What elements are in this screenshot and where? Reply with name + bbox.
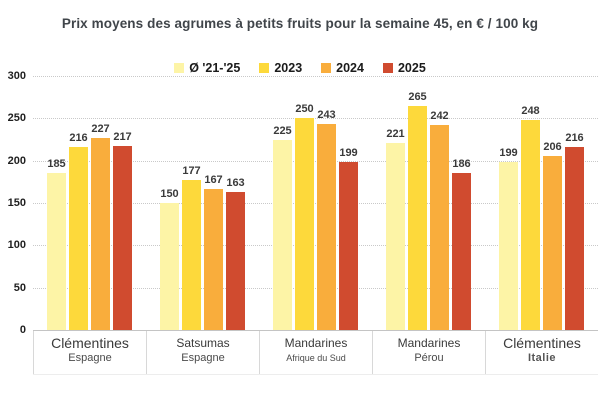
bar: 217: [113, 131, 132, 330]
bar-value-label: 206: [543, 140, 562, 153]
bar-value-label: 199: [499, 146, 518, 159]
bar-value-label: 243: [317, 109, 336, 122]
category-cell: Mandarines Pérou: [372, 331, 485, 374]
legend-item-label: 2024: [336, 61, 364, 75]
y-axis-tick-label: 250: [7, 112, 26, 125]
bar-value-label: 250: [295, 103, 314, 116]
bar-value-label: 221: [386, 127, 405, 140]
bar-value-label: 227: [91, 122, 110, 135]
category-region: Italie: [527, 352, 557, 364]
bar: 150: [160, 188, 179, 330]
bar: 167: [204, 174, 223, 330]
bar: 243: [317, 109, 336, 330]
category-region: Espagne: [181, 352, 225, 364]
bar-value-label: 186: [452, 157, 471, 170]
category-name: Clémentines: [51, 335, 129, 351]
bar-value-label: 248: [521, 105, 540, 117]
bar-group: 185 216 227 217: [33, 76, 146, 330]
bar: 250: [295, 103, 314, 330]
bar: 242: [430, 110, 449, 330]
bar-value-label: 177: [182, 165, 201, 178]
bar: 185: [47, 158, 66, 330]
bar-value-label: 216: [565, 132, 584, 145]
gridline: [33, 160, 598, 162]
bar: 199: [339, 147, 358, 330]
category-region: Espagne: [68, 352, 112, 364]
bar: 163: [226, 177, 245, 330]
y-axis: 0 50 100 150 200 250 300: [0, 70, 29, 336]
legend-item: 2025: [382, 61, 426, 75]
bar: 216: [565, 132, 584, 330]
bar-value-label: 199: [339, 146, 358, 159]
bar-value-label: 150: [160, 188, 179, 200]
legend-item-label: 2025: [397, 61, 426, 75]
legend-item: 2023: [259, 61, 302, 75]
category-name: Satsumas: [176, 336, 230, 350]
legend-swatch: [321, 63, 332, 73]
category-cell: Mandarines Afrique du Sud: [259, 331, 372, 374]
bar: 177: [182, 165, 201, 330]
y-axis-tick-label: 100: [7, 239, 26, 252]
bar: 225: [273, 125, 292, 330]
category-region: Afrique du Sud: [286, 353, 346, 363]
legend-swatch: [174, 63, 185, 73]
gridline: [33, 287, 598, 289]
category-name: Mandarines: [284, 336, 348, 350]
y-axis-tick-label: 50: [13, 281, 26, 294]
bar-groups-container: 185 216 227 217 150 177 167 163 225 250 243 199 221 2…: [33, 76, 598, 330]
plot-area: 185 216 227 217 150 177 167 163 225 250 243 199 221 2…: [33, 76, 598, 330]
category-region: Pérou: [414, 352, 444, 364]
category-name: Clémentines: [503, 335, 581, 351]
legend-swatch: [382, 63, 393, 73]
category-cell: Clémentines Espagne: [33, 331, 146, 374]
bar: 248: [521, 105, 540, 330]
y-axis-tick-label: 200: [7, 154, 26, 167]
legend: Ø '21-'25 2023 2024 2025: [0, 59, 600, 77]
bar: 199: [499, 147, 518, 330]
legend-item-label: 2023: [274, 61, 303, 75]
bar: 265: [408, 91, 427, 330]
legend-item: 2024: [321, 61, 364, 75]
category-cell: Clémentines Italie: [485, 331, 598, 374]
gridline: [33, 203, 598, 204]
category-name: Mandarines: [397, 336, 461, 350]
gridline: [33, 76, 598, 77]
x-axis-categories: Clémentines Espagne Satsumas Espagne Mandari…: [33, 330, 598, 375]
bar-group: 199 248 206 216: [485, 76, 598, 330]
bar: 216: [69, 132, 88, 330]
y-axis-tick-label: 300: [7, 70, 26, 82]
legend-item: Ø '21-'25: [174, 61, 240, 75]
bar: 221: [386, 128, 405, 330]
bar-value-label: 185: [47, 158, 66, 171]
bar-value-label: 167: [204, 173, 223, 186]
y-axis-tick-label: 150: [7, 197, 26, 209]
gridline: [33, 118, 598, 120]
bar-value-label: 225: [273, 124, 292, 137]
bar: 186: [452, 158, 471, 330]
bar: 227: [91, 123, 110, 330]
bar-value-label: 242: [430, 110, 449, 123]
bar-value-label: 216: [69, 132, 88, 145]
bar-group: 225 250 243 199: [259, 76, 372, 330]
bar-value-label: 265: [408, 90, 427, 103]
legend-swatch: [259, 63, 270, 73]
category-cell: Satsumas Espagne: [146, 331, 259, 374]
bar-value-label: 163: [226, 177, 245, 189]
y-axis-tick-label: 0: [19, 324, 26, 336]
bar-group: 150 177 167 163: [146, 76, 259, 330]
gridline: [33, 245, 598, 247]
legend-item-label: Ø '21-'25: [189, 61, 241, 75]
bar-group: 221 265 242 186: [372, 76, 485, 330]
bar: 206: [543, 141, 562, 330]
chart-title: Prix moyens des agrumes à petits fruits …: [61, 16, 539, 31]
bar-value-label: 217: [113, 131, 132, 144]
